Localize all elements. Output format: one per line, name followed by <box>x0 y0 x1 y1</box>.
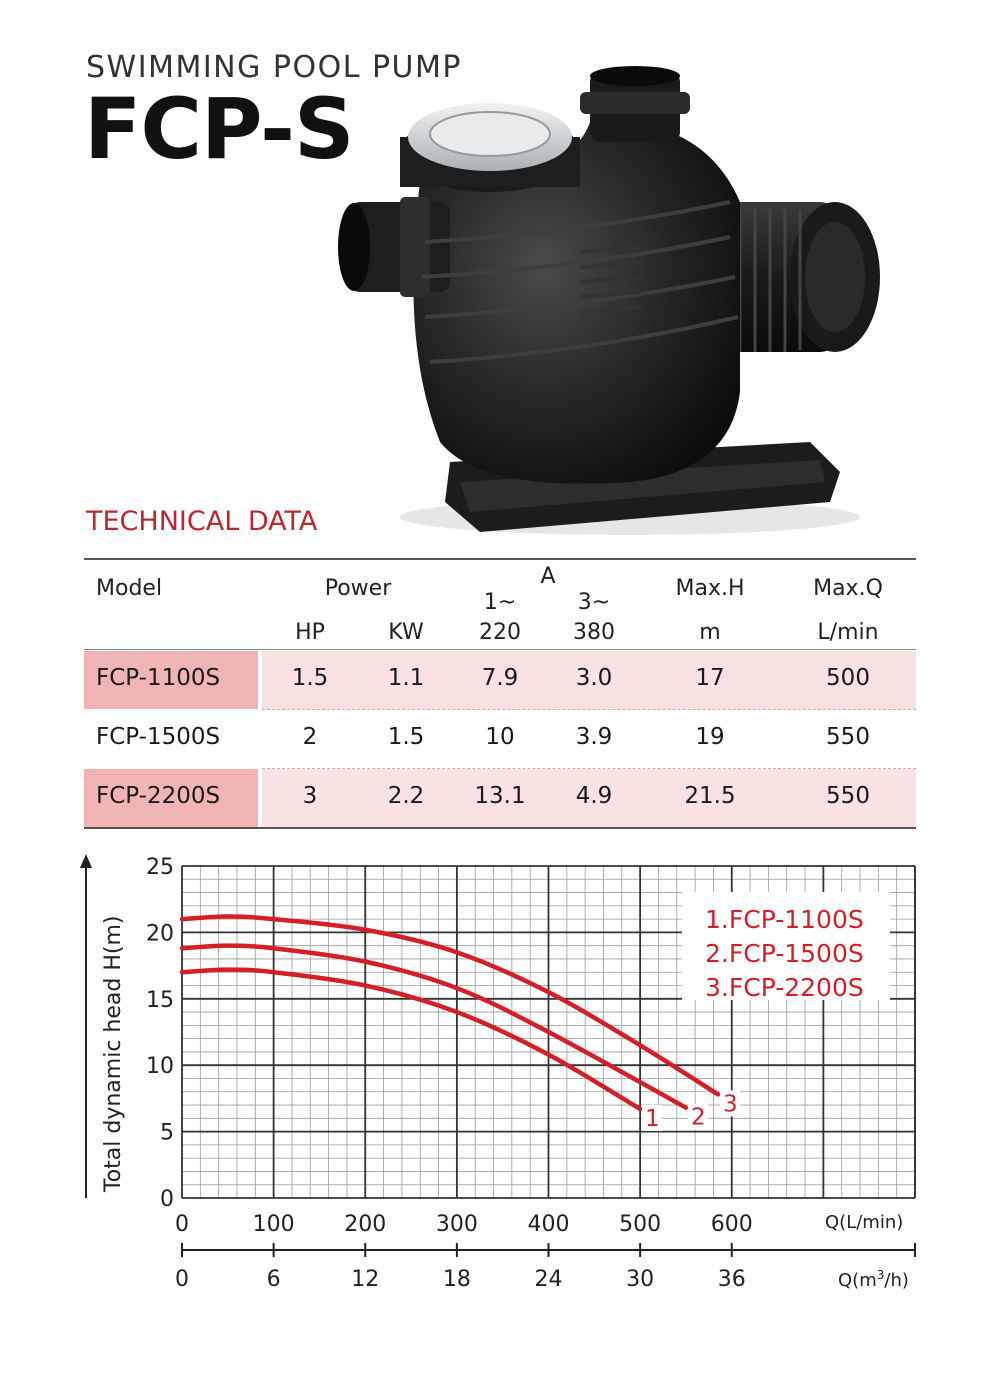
curve-label-bg <box>687 1103 708 1130</box>
curve-label-2: 2 <box>691 1105 706 1131</box>
header-380: 380 <box>573 620 615 645</box>
y-tick-label: 0 <box>160 1187 174 1212</box>
cell-maxq: 550 <box>826 783 870 809</box>
header-220: 220 <box>479 620 521 645</box>
cell-model: FCP-1100S <box>96 665 221 691</box>
header-amps: A <box>540 564 556 589</box>
chart-curves <box>179 914 721 1112</box>
cell-kw: 1.1 <box>387 665 425 691</box>
header-model: Model <box>96 576 163 601</box>
cell-model: FCP-1500S <box>96 724 221 750</box>
row-divider <box>262 709 916 710</box>
row-divider <box>262 768 916 769</box>
cell-model: FCP-2200S <box>96 783 221 809</box>
chart-y-axis: Total dynamic head H(m) <box>80 854 126 1198</box>
x2-tick-label: 0 <box>175 1267 189 1292</box>
x-tick-label: 100 <box>253 1212 295 1237</box>
x2-tick-label: 24 <box>535 1267 563 1292</box>
x-tick-label: 600 <box>711 1212 753 1237</box>
x2-tick-label: 30 <box>626 1267 654 1292</box>
x-tick-label: 0 <box>175 1212 189 1237</box>
pump-curve-chart: 1.FCP-1100S 2.FCP-1500S 3.FCP-2200S 1 23 … <box>80 854 916 1292</box>
y-tick-label: 10 <box>146 1054 174 1079</box>
cell-hp: 2 <box>302 724 318 750</box>
chart-x-tick-labels: 0 100 200 300 400 500 600 <box>175 1212 753 1237</box>
chart-curve-labels: 1 23 <box>642 1090 741 1132</box>
curve-series-3 <box>179 914 721 1097</box>
technical-data-table: Model Power A 1~ 3~ Max.H Max.Q HP KW 22… <box>84 558 916 830</box>
table-row: FCP-1100S 1.5 1.1 7.9 3.0 17 500 <box>84 651 916 709</box>
x2-tick-label: 12 <box>351 1267 379 1292</box>
cell-a380: 3.9 <box>575 724 613 750</box>
cell-hp: 3 <box>302 783 318 809</box>
x2-tick-label: 18 <box>443 1267 471 1292</box>
header-lmin: L/min <box>817 620 879 645</box>
x-tick-label: 400 <box>528 1212 570 1237</box>
y-tick-label: 25 <box>146 855 174 880</box>
header-three-phase: 3~ <box>577 590 611 615</box>
legend-entry-2: 2.FCP-1500S <box>705 939 864 968</box>
cell-kw: 2.2 <box>387 783 425 809</box>
y-axis-label: Total dynamic head H(m) <box>101 916 126 1193</box>
table-row: FCP-2200S 3 2.2 13.1 4.9 21.5 550 <box>84 769 916 827</box>
curve-label-1: 1 <box>645 1106 660 1132</box>
curve-label-3: 3 <box>723 1091 738 1117</box>
cell-a220: 13.1 <box>474 783 526 809</box>
y-axis-arrowhead <box>80 854 92 868</box>
curve-series-1 <box>179 967 643 1112</box>
curve-series-2 <box>179 943 689 1110</box>
cell-maxh: 21.5 <box>684 783 736 809</box>
header-m: m <box>699 620 721 645</box>
cell-maxq: 500 <box>826 665 870 691</box>
legend-background <box>682 892 890 1000</box>
chart-secondary-x-axis <box>181 1243 916 1257</box>
y-tick-label: 5 <box>160 1121 174 1146</box>
header-single-phase: 1~ <box>483 590 517 615</box>
page-subtitle: SWIMMING POOL PUMP <box>86 50 462 85</box>
cell-a380: 4.9 <box>575 783 613 809</box>
table-header-rule <box>84 649 916 650</box>
y-tick-label: 15 <box>146 988 174 1013</box>
header-kw: KW <box>388 620 424 645</box>
cell-maxh: 17 <box>695 665 725 691</box>
x-tick-label: 200 <box>344 1212 386 1237</box>
cell-a380: 3.0 <box>575 665 613 691</box>
cell-a220: 7.9 <box>481 665 519 691</box>
x2-tick-label: 36 <box>718 1267 746 1292</box>
header-max-h: Max.H <box>675 576 745 601</box>
page-title: FCP-S <box>84 80 354 178</box>
table-row: FCP-1500S 2 1.5 10 3.9 19 550 <box>84 710 916 768</box>
table-top-rule <box>84 558 916 560</box>
section-title: TECHNICAL DATA <box>86 506 318 537</box>
x-tick-label: 500 <box>619 1212 661 1237</box>
x-axis-label: Q(L/min) <box>825 1212 903 1233</box>
chart-legend: 1.FCP-1100S 2.FCP-1500S 3.FCP-2200S <box>682 892 890 1002</box>
cell-a220: 10 <box>485 724 515 750</box>
cell-maxq: 550 <box>826 724 870 750</box>
y-tick-label: 20 <box>146 921 174 946</box>
chart-x2-tick-labels: 0 6 12 18 24 30 36 <box>175 1267 746 1292</box>
cell-kw: 1.5 <box>387 724 425 750</box>
curve-label-bg <box>642 1105 663 1132</box>
chart-y-tick-labels: 0 5 10 15 20 25 <box>146 855 174 1212</box>
legend-entry-3: 3.FCP-2200S <box>705 973 864 1002</box>
cell-maxh: 19 <box>695 724 725 750</box>
pump-image <box>338 66 880 535</box>
x-tick-label: 300 <box>436 1212 478 1237</box>
x2-axis-label: Q(m3/h) <box>838 1268 909 1291</box>
header-power: Power <box>324 576 392 601</box>
x2-tick-label: 6 <box>267 1267 281 1292</box>
header-hp: HP <box>295 620 325 645</box>
cell-hp: 1.5 <box>291 665 329 691</box>
header-max-q: Max.Q <box>813 576 883 601</box>
legend-entry-1: 1.FCP-1100S <box>705 905 864 934</box>
table-bottom-rule <box>84 827 916 829</box>
curve-label-bg <box>720 1090 741 1117</box>
